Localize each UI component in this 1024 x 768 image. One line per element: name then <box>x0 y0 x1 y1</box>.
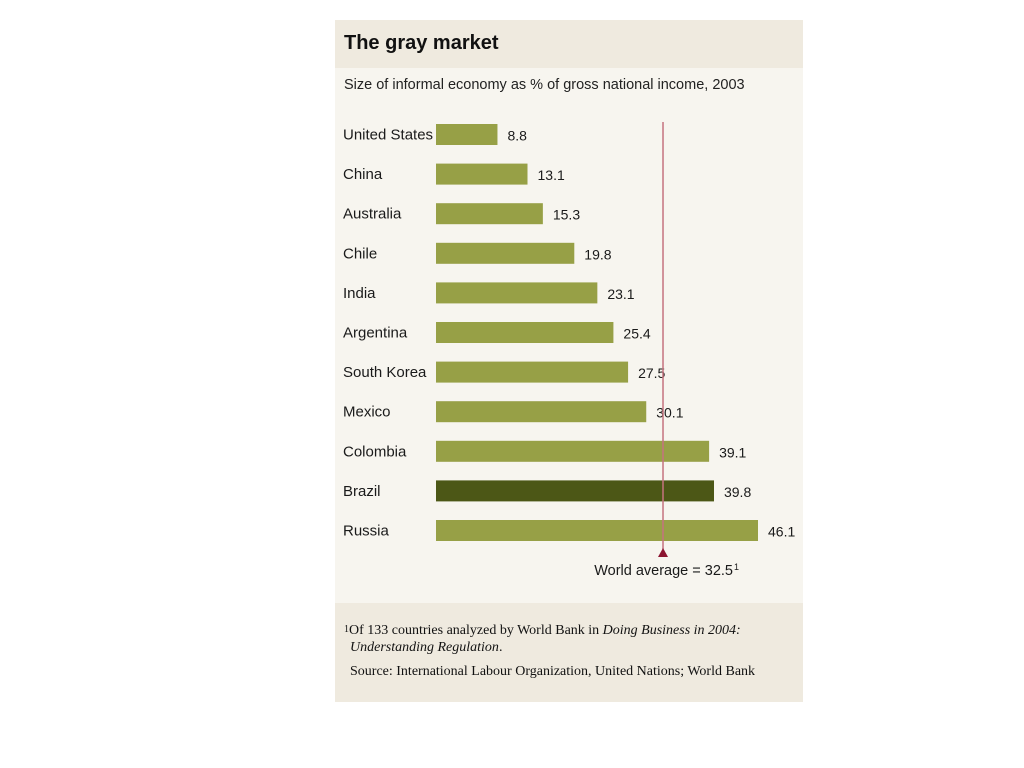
footnote-title-2: Understanding Regulation <box>350 640 499 655</box>
category-label-brazil: Brazil <box>343 483 381 500</box>
value-label-australia: 15.3 <box>553 207 580 223</box>
category-label-australia: Australia <box>343 206 402 223</box>
world-average-marker <box>658 548 669 557</box>
category-label-argentina: Argentina <box>343 325 408 342</box>
world-average-footnote-ref: 1 <box>734 562 739 572</box>
bar-australia <box>436 203 543 225</box>
world-average-label: World average = 32.5 <box>594 563 733 579</box>
bar-china <box>436 163 528 185</box>
value-label-united-states: 8.8 <box>507 128 527 144</box>
footer-band <box>335 603 803 702</box>
title-band <box>335 20 803 68</box>
category-label-united-states: United States <box>343 127 433 144</box>
value-label-south-korea: 27.5 <box>638 365 665 381</box>
category-label-south-korea: South Korea <box>343 364 427 381</box>
bar-colombia <box>436 440 710 462</box>
bar-chile <box>436 242 575 264</box>
value-label-china: 13.1 <box>538 167 565 183</box>
category-label-chile: Chile <box>343 245 377 262</box>
footnote-text-b: . <box>498 640 503 655</box>
value-label-russia: 46.1 <box>768 524 795 540</box>
bar-argentina <box>436 322 614 343</box>
chart-subtitle: Size of informal economy as % of gross n… <box>344 77 745 93</box>
chart-title: The gray market <box>344 32 499 54</box>
bar-south-korea <box>436 361 629 383</box>
value-label-colombia: 39.1 <box>719 444 746 460</box>
chart-card: The gray market Size of informal economy… <box>335 20 803 702</box>
bar-chart: United States 8.8 China 13.1 Australia 15.3 Ch… <box>343 122 795 579</box>
value-label-argentina: 25.4 <box>623 326 650 342</box>
bar-russia <box>436 520 758 541</box>
value-label-brazil: 39.8 <box>724 484 751 500</box>
footnote-text-a: Of 133 countries analyzed by World Bank … <box>349 623 603 638</box>
value-label-chile: 19.8 <box>584 246 611 262</box>
category-label-colombia: Colombia <box>343 443 407 460</box>
footnote: 1Of 133 countries analyzed by World Bank… <box>344 622 799 656</box>
footnote-title-1: Doing Business in 2004: <box>602 623 741 638</box>
bar-india <box>436 282 598 304</box>
bar-mexico <box>436 401 647 423</box>
bar-brazil <box>436 480 714 502</box>
bar-united-states <box>436 124 498 145</box>
category-label-china: China <box>343 166 383 183</box>
category-label-india: India <box>343 285 376 302</box>
footnote-marker: 1 <box>344 624 349 635</box>
category-label-russia: Russia <box>343 523 390 540</box>
value-label-india: 23.1 <box>607 286 634 302</box>
category-label-mexico: Mexico <box>343 404 391 421</box>
value-label-mexico: 30.1 <box>656 405 683 421</box>
source-note: Source: International Labour Organizatio… <box>350 664 756 679</box>
